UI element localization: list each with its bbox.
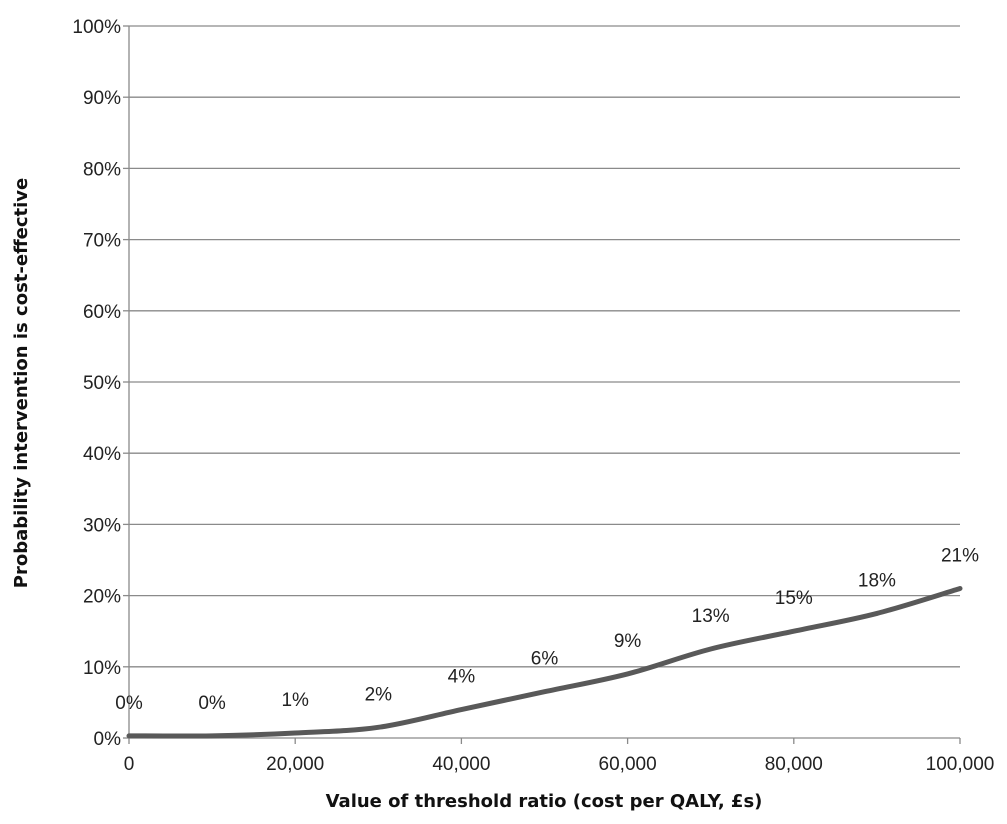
y-tick-label: 70% xyxy=(83,231,121,252)
data-label: 9% xyxy=(614,631,642,652)
data-label: 0% xyxy=(198,693,226,714)
data-label: 6% xyxy=(531,649,559,670)
data-label: 18% xyxy=(858,570,896,591)
x-tick-label: 60,000 xyxy=(599,754,657,775)
data-label: 21% xyxy=(941,545,979,566)
x-axis-title: Value of threshold ratio (cost per QALY,… xyxy=(326,791,763,812)
y-axis-title: Probability intervention is cost-effecti… xyxy=(11,178,32,588)
series-line-path xyxy=(126,585,963,739)
data-label: 1% xyxy=(281,690,309,711)
data-label: 0% xyxy=(115,693,143,714)
x-tick-label: 20,000 xyxy=(266,754,324,775)
y-tick-label: 20% xyxy=(83,587,121,608)
y-tick-labels: 0% 10% 20% 30% 40% 50% 60% 70% 80% 90% 100% xyxy=(72,17,121,750)
data-labels: 0% 0% 1% 2% 4% 6% 9% 13% 15% 18% 21% xyxy=(115,545,979,713)
y-tick-label: 10% xyxy=(83,658,121,679)
data-label: 13% xyxy=(692,606,730,627)
x-tick-labels: 0 20,000 40,000 60,000 80,000 100,000 xyxy=(124,754,995,775)
data-label: 15% xyxy=(775,588,813,609)
x-tick-label: 40,000 xyxy=(432,754,490,775)
axes xyxy=(123,25,961,744)
series-line xyxy=(126,585,963,739)
x-tick-label: 0 xyxy=(124,754,135,775)
y-tick-label: 40% xyxy=(83,444,121,465)
data-label: 4% xyxy=(448,667,476,688)
y-tick-label: 30% xyxy=(83,515,121,536)
x-tick-label: 80,000 xyxy=(765,754,823,775)
data-label: 2% xyxy=(365,684,393,705)
x-tick-label: 100,000 xyxy=(926,754,995,775)
y-tick-label: 80% xyxy=(83,159,121,180)
gridlines xyxy=(129,25,960,668)
y-tick-label: 90% xyxy=(83,88,121,109)
y-tick-label: 50% xyxy=(83,373,121,394)
y-tick-label: 100% xyxy=(72,17,121,38)
y-tick-label: 60% xyxy=(83,302,121,323)
y-tick-label: 0% xyxy=(94,729,122,750)
